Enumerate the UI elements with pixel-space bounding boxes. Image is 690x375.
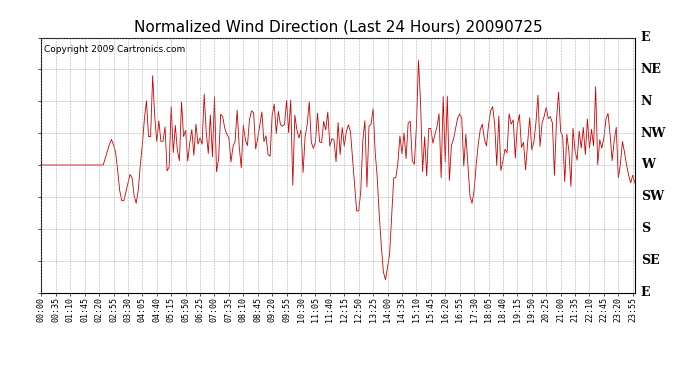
Text: E: E	[641, 286, 650, 299]
Text: N: N	[641, 95, 652, 108]
Text: SW: SW	[641, 190, 664, 203]
Text: NE: NE	[641, 63, 662, 76]
Text: E: E	[641, 31, 650, 44]
Text: NW: NW	[641, 127, 666, 140]
Text: W: W	[641, 159, 655, 171]
Text: S: S	[641, 222, 650, 235]
Text: SE: SE	[641, 254, 660, 267]
Title: Normalized Wind Direction (Last 24 Hours) 20090725: Normalized Wind Direction (Last 24 Hours…	[134, 20, 542, 35]
Text: Copyright 2009 Cartronics.com: Copyright 2009 Cartronics.com	[44, 45, 186, 54]
